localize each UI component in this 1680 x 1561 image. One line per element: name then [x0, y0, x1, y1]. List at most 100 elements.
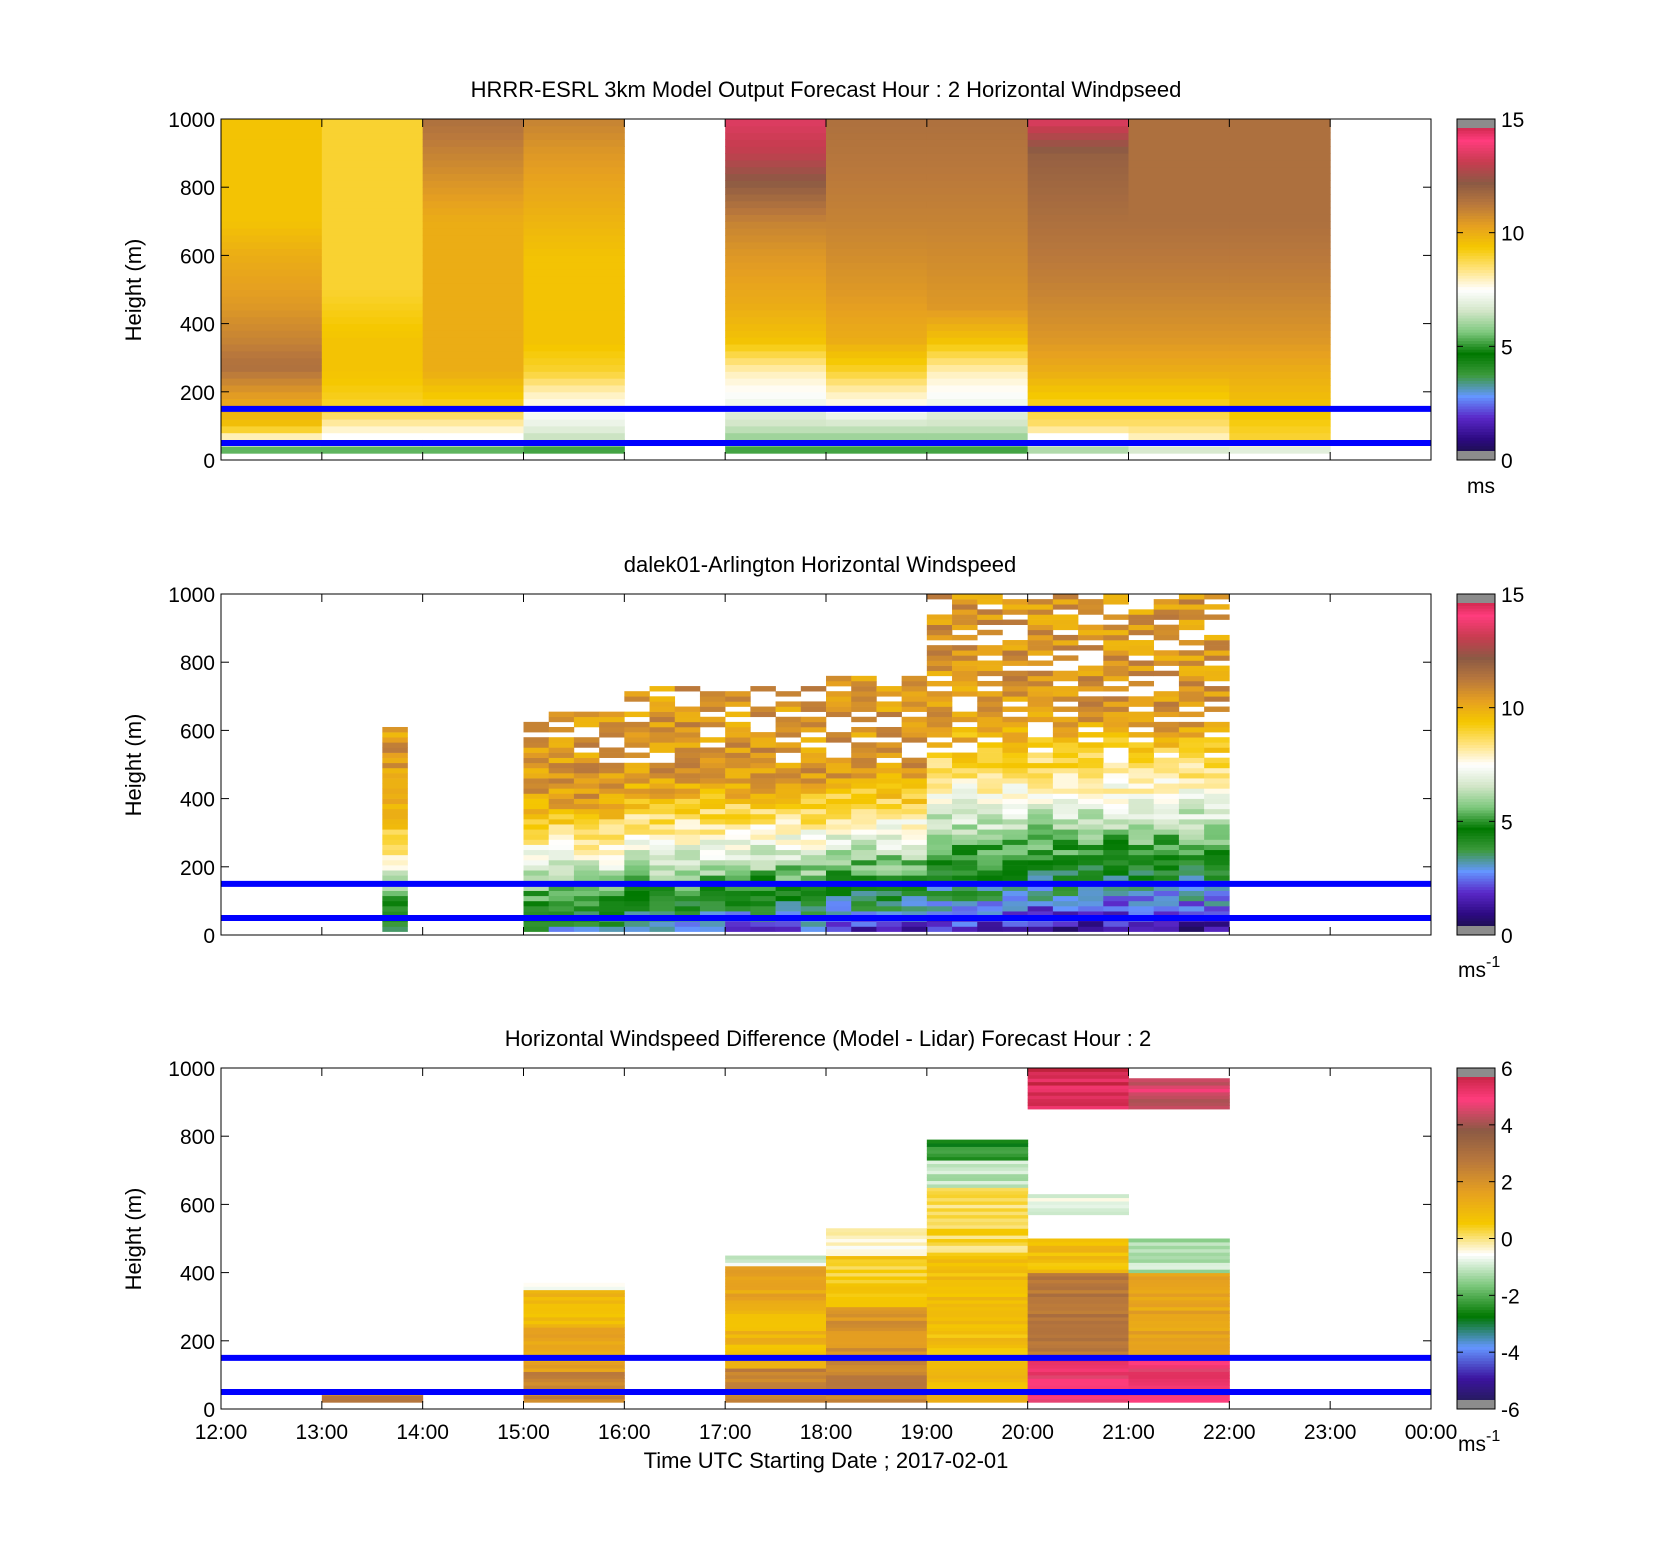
lidar-cell: [674, 819, 701, 825]
lidar-cell: [1153, 762, 1180, 769]
lidar-cell: [926, 808, 953, 815]
lidar-cell: [599, 752, 625, 758]
lidar-cell: [573, 813, 600, 820]
lidar-cell: [1052, 762, 1079, 769]
colorbar-swatch: [1457, 209, 1495, 214]
difference-cell: [1128, 1347, 1230, 1352]
lidar-cell: [1078, 890, 1104, 897]
lidar-cell: [573, 865, 600, 871]
lidar-cell: [750, 844, 776, 851]
difference-cell: [1128, 1279, 1230, 1284]
difference-cell: [826, 1381, 928, 1386]
colorbar-swatch: [1457, 349, 1495, 353]
colorbar-swatch: [1457, 608, 1495, 612]
lidar-cell: [523, 803, 550, 810]
lidar-cell: [725, 778, 751, 784]
colorbar-swatch: [1457, 283, 1495, 288]
lidar-cell: [1128, 824, 1155, 830]
lidar-cell: [851, 911, 877, 917]
lidar-cell: [1002, 803, 1028, 810]
lidar-cell: [1103, 911, 1129, 917]
difference-cell: [926, 1296, 1029, 1301]
model-cell: [1229, 384, 1331, 393]
colorbar-swatch: [1457, 147, 1495, 151]
colorbar-swatch: [1457, 218, 1495, 222]
lidar-cell: [1128, 788, 1155, 794]
lidar-cell: [826, 885, 852, 891]
lidar-cell: [952, 599, 978, 605]
lidar-cell: [1027, 634, 1054, 641]
lidar-cell: [775, 900, 802, 907]
lidar-cell: [1052, 614, 1079, 620]
lidar-cell: [1153, 706, 1180, 712]
colorbar-swatch: [1457, 866, 1495, 871]
lidar-cell: [523, 885, 550, 891]
lidar-cell: [1128, 650, 1155, 656]
lidar-cell: [573, 788, 600, 794]
model-cell: [826, 309, 928, 318]
lidar-cell: [1204, 706, 1230, 712]
model-cell: [1027, 419, 1129, 427]
lidar-cell: [826, 849, 852, 856]
model-cell: [926, 241, 1029, 250]
lidar-cell: [851, 706, 877, 712]
lidar-cell: [775, 788, 802, 794]
lidar-cell: [977, 660, 1003, 666]
lidar-cell: [725, 696, 751, 702]
difference-cell: [523, 1395, 625, 1400]
lidar-cell: [1204, 895, 1230, 902]
model-cell: [1027, 228, 1129, 236]
lidar-cell: [1103, 890, 1129, 897]
lidar-cell: [725, 875, 751, 881]
lidar-cell: [1078, 870, 1104, 876]
difference-cell: [1027, 1248, 1129, 1253]
x-axis-label: Time UTC Starting Date ; 2017-02-01: [644, 1448, 1009, 1473]
lidar-cell: [800, 926, 827, 932]
lidar-cell: [624, 834, 650, 840]
lidar-cell: [1002, 824, 1028, 830]
model-cell: [926, 221, 1029, 229]
difference-cell: [926, 1368, 1029, 1372]
model-cell: [1027, 282, 1129, 290]
model-cell: [321, 269, 424, 277]
model-cell: [826, 344, 928, 352]
colorbar-swatch: [1457, 388, 1495, 393]
difference-cell: [826, 1228, 928, 1233]
lidar-cell: [725, 870, 751, 876]
lidar-cell: [1052, 732, 1079, 738]
lidar-cell: [977, 778, 1003, 784]
lidar-cell: [1128, 670, 1155, 677]
difference-cell: [826, 1323, 928, 1328]
model-cell: [725, 391, 827, 400]
lidar-cell: [725, 854, 751, 861]
difference-cell: [926, 1221, 1029, 1226]
model-cell: [1229, 446, 1331, 454]
colorbar-swatch: [1457, 269, 1495, 273]
colorbar-swatch: [1457, 1121, 1495, 1126]
colorbar-swatch: [1457, 753, 1495, 757]
lidar-cell: [926, 706, 953, 712]
model-cell: [725, 275, 827, 284]
lidar-cell: [624, 798, 650, 805]
lidar-cell: [1078, 798, 1104, 805]
lidar-cell: [649, 859, 676, 866]
lidar-cell: [382, 737, 408, 743]
colorbar-swatch: [1457, 150, 1495, 154]
model-cell: [523, 269, 625, 277]
model-cell: [1027, 248, 1129, 256]
lidar-cell: [1178, 742, 1205, 748]
lidar-cell: [1204, 726, 1230, 733]
lidar-cell: [901, 716, 928, 723]
difference-cell: [826, 1235, 928, 1239]
lidar-cell: [977, 721, 1003, 728]
lidar-cell: [1103, 737, 1129, 743]
difference-cell: [826, 1238, 928, 1243]
lidar-cell: [674, 788, 701, 794]
lidar-cell: [1103, 767, 1129, 774]
model-cell: [1027, 350, 1129, 359]
colorbar-frame: [1456, 593, 1496, 936]
y-tick-label: 800: [180, 177, 215, 200]
colorbar-tick-label: 4: [1501, 1115, 1513, 1138]
lidar-cell: [876, 747, 902, 753]
